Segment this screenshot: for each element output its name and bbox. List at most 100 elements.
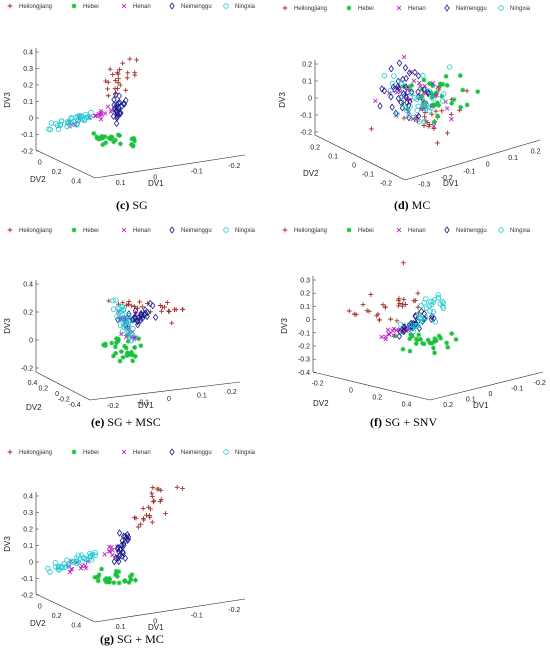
point-heilongjiang	[141, 516, 146, 521]
dv1-axis-line	[89, 381, 241, 401]
legend-marker-neimenggu	[444, 226, 450, 234]
legend-marker-ningxia	[223, 227, 229, 233]
point-neimenggu	[130, 315, 136, 324]
dv1-tick-label: -0.2	[107, 403, 119, 410]
point-henan	[391, 333, 396, 338]
legend-label-ningxia: Ningxia	[235, 450, 256, 456]
point-ningxia	[440, 300, 447, 306]
dv2-tick-label: 0	[55, 391, 59, 398]
legend-marker-ningxia	[498, 227, 504, 233]
point-ningxia	[381, 72, 388, 79]
point-ningxia	[125, 322, 132, 329]
point-heilongjiang	[376, 317, 382, 323]
dv2-tick-label: -0.1	[362, 172, 374, 179]
legend-marker-heilongjiang	[7, 3, 13, 9]
dv1-axis-title: DV1	[138, 401, 154, 410]
legend-label-ningxia: Ningxia	[510, 228, 531, 234]
point-hebei	[436, 102, 442, 108]
point-hebei	[432, 336, 438, 342]
chart-panel-c: Heilongjiang Hebei Henan Neimenggu Ningxia 0.…	[0, 0, 275, 220]
point-hebei	[123, 345, 129, 351]
point-henan	[102, 111, 108, 116]
legend: Heilongjiang Hebei Henan Neimenggu Ningxia	[7, 448, 256, 456]
axes-d: 0.2 0.1 0 -0.1 -0.2 0.2 0.1 0 -0.1 -0.2 -0.3 -0.2 -0…	[278, 60, 541, 189]
point-neimenggu	[379, 85, 385, 93]
legend-label-ningxia: Ningxia	[235, 4, 256, 10]
legend-label-ningxia: Ningxia	[235, 228, 256, 234]
dv1-axis-title: DV1	[148, 623, 164, 632]
point-ningxia	[394, 111, 400, 117]
z-tick-label: 0.4	[23, 282, 33, 289]
point-henan	[93, 113, 99, 118]
caption-c-letter: (c)	[116, 198, 130, 212]
point-hebei	[103, 576, 109, 581]
point-neimenggu	[415, 72, 422, 80]
point-heilongjiang	[105, 93, 111, 99]
point-hebei	[431, 119, 437, 125]
point-neimenggu	[403, 74, 409, 83]
point-heilongjiang	[380, 302, 386, 308]
legend: Heilongjiang Hebei Henan Neimenggu Ningxia	[282, 4, 531, 12]
point-ningxia	[57, 121, 64, 127]
point-hebei	[451, 97, 457, 102]
point-ningxia	[420, 72, 426, 79]
z-tick-label: 0.2	[300, 291, 310, 298]
z-tick-label: 0	[29, 116, 33, 123]
point-heilongjiang	[174, 484, 180, 490]
point-ningxia	[113, 297, 119, 303]
point-hebei	[102, 134, 108, 140]
legend-label-henan: Henan	[133, 228, 151, 234]
point-ningxia	[398, 94, 405, 100]
point-neimenggu	[408, 88, 415, 96]
legend-marker-hebei	[71, 449, 77, 455]
point-heilongjiang	[163, 511, 168, 516]
point-hebei	[113, 568, 119, 574]
point-ningxia	[405, 84, 412, 91]
point-neimenggu	[412, 312, 418, 320]
chart-f-svg: Heilongjiang Hebei Henan Neimenggu Ningxia 0.…	[280, 226, 546, 410]
point-hebei	[103, 579, 109, 585]
legend-marker-henan	[396, 5, 402, 11]
point-ningxia	[87, 553, 94, 559]
legend-marker-neimenggu	[444, 4, 450, 12]
point-henan	[110, 552, 115, 558]
point-ningxia	[435, 292, 441, 298]
legend-label-hebei: Hebei	[83, 228, 99, 234]
point-heilongjiang	[123, 87, 129, 93]
point-heilongjiang	[374, 313, 380, 319]
point-henan	[79, 563, 85, 569]
point-hebei	[111, 580, 117, 586]
point-henan	[99, 112, 104, 117]
legend-label-henan: Henan	[133, 450, 151, 456]
point-hebei	[460, 87, 466, 93]
point-neimenggu	[115, 554, 121, 562]
point-heilongjiang	[366, 308, 372, 314]
point-hebei	[416, 332, 422, 338]
point-heilongjiang	[138, 521, 144, 527]
dv1-axis-line	[94, 154, 246, 179]
dv2-axis-title: DV2	[26, 403, 42, 412]
point-hebei	[133, 577, 138, 583]
legend-label-neimenggu: Neimenggu	[456, 6, 487, 12]
dv1-axis-title: DV1	[443, 179, 459, 188]
points-f	[346, 260, 459, 356]
point-ningxia	[120, 307, 127, 313]
point-ningxia	[446, 64, 453, 70]
point-hebei	[100, 142, 106, 148]
point-hebei	[129, 349, 134, 355]
point-hebei	[435, 100, 440, 106]
point-henan	[430, 81, 436, 86]
dv2-tick-label: -0.4	[69, 402, 81, 409]
point-hebei	[421, 77, 427, 83]
z-tick-label: -0.1	[300, 113, 312, 120]
point-neimenggu	[122, 554, 129, 562]
point-heilongjiang	[132, 70, 138, 76]
point-neimenggu	[119, 102, 125, 110]
point-hebei	[118, 349, 124, 355]
legend-label-hebei: Hebei	[358, 6, 374, 12]
point-hebei	[106, 135, 112, 141]
point-henan	[391, 326, 397, 331]
dv2-axis-line	[35, 149, 96, 179]
point-neimenggu	[121, 541, 127, 550]
point-heilongjiang	[431, 126, 437, 131]
